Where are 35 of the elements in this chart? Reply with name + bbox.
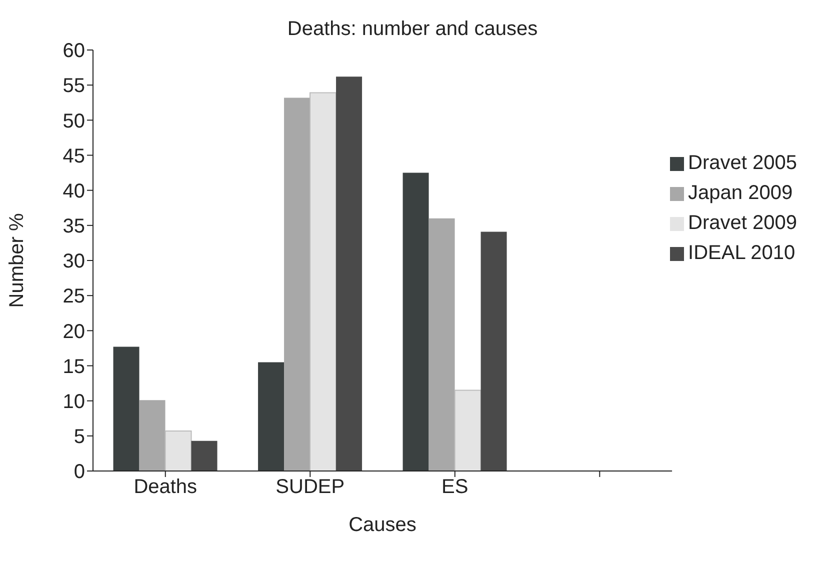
y-tick-label: 25 bbox=[62, 286, 85, 308]
y-tick-label: 55 bbox=[62, 75, 85, 98]
y-tick-label: 50 bbox=[62, 110, 85, 132]
bar bbox=[310, 92, 337, 471]
y-tick-label: 10 bbox=[62, 390, 85, 413]
bar bbox=[402, 172, 429, 471]
y-tick-label: 5 bbox=[74, 426, 85, 448]
bar bbox=[284, 98, 310, 471]
x-axis-title: Causes bbox=[348, 514, 416, 536]
y-tick-label: 40 bbox=[62, 180, 85, 202]
bar bbox=[139, 400, 166, 471]
y-tick-label: 15 bbox=[62, 356, 85, 378]
bar bbox=[164, 430, 192, 471]
legend-label: Dravet 2005 bbox=[688, 152, 797, 174]
y-tick-label: 0 bbox=[74, 461, 85, 484]
y-tick-label: 20 bbox=[62, 320, 85, 343]
bar bbox=[428, 218, 455, 471]
bar bbox=[113, 346, 140, 471]
legend-label: Japan 2009 bbox=[688, 182, 793, 204]
legend-label: IDEAL 2010 bbox=[688, 242, 796, 264]
bar bbox=[191, 440, 218, 471]
y-axis-title: Number % bbox=[6, 213, 28, 308]
y-tick-label: 45 bbox=[62, 145, 85, 168]
bar bbox=[336, 76, 362, 471]
y-tick-label: 60 bbox=[62, 40, 85, 62]
x-tick-label: Deaths bbox=[134, 476, 198, 498]
legend-label: Dravet 2009 bbox=[688, 212, 797, 234]
bar bbox=[258, 362, 284, 471]
x-tick-label: SUDEP bbox=[276, 476, 345, 498]
x-tick-label: ES bbox=[442, 476, 468, 498]
chart-title: Deaths: number and causes bbox=[286, 18, 539, 41]
y-tick-label: 35 bbox=[62, 216, 85, 238]
bar bbox=[454, 390, 482, 471]
y-tick-label: 30 bbox=[62, 250, 85, 273]
bar bbox=[480, 232, 507, 471]
